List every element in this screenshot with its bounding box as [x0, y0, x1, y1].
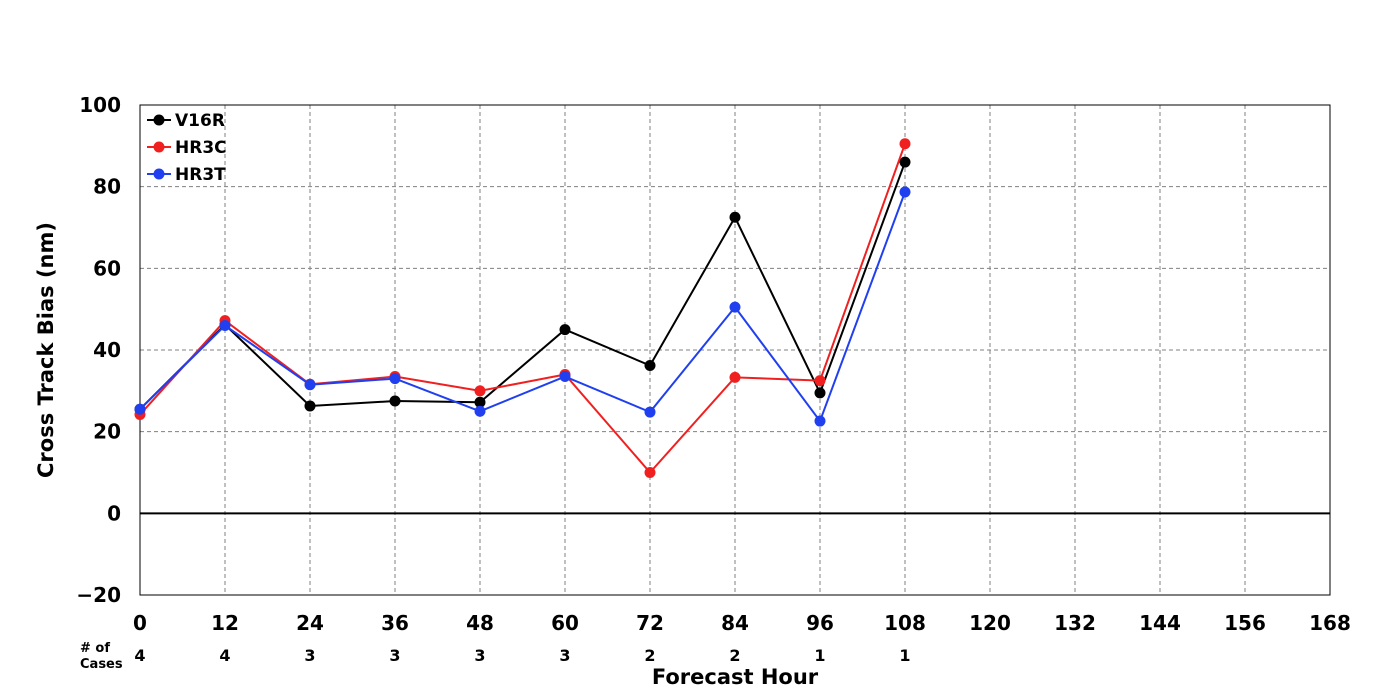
data-point-v16r [304, 400, 316, 412]
y-tick-label: 80 [93, 175, 121, 199]
data-point-hr3t [134, 403, 146, 415]
data-point-v16r [559, 324, 571, 336]
case-count-label: 3 [389, 646, 400, 665]
x-tick-label: 144 [1139, 611, 1181, 635]
data-point-hr3c [899, 138, 911, 150]
case-count-label: 4 [219, 646, 230, 665]
x-tick-label: 36 [381, 611, 409, 635]
x-tick-label: 120 [969, 611, 1011, 635]
y-tick-label: 100 [79, 93, 121, 117]
data-point-v16r [729, 211, 741, 223]
legend-label-hr3t: HR3T [175, 165, 226, 185]
legend: V16R HR3C HR3T [147, 111, 227, 185]
x-tick-label: 12 [211, 611, 239, 635]
data-point-hr3t [474, 405, 486, 417]
y-axis-title: Cross Track Bias (nm) [34, 222, 58, 478]
x-tick-label: 72 [636, 611, 664, 635]
plot-area-frame [139, 104, 1331, 596]
case-count-label: 2 [729, 646, 740, 665]
legend-label-hr3c: HR3C [175, 138, 227, 158]
legend-label-v16r: V16R [175, 111, 225, 131]
case-count-label: 1 [814, 646, 825, 665]
case-count-label: 1 [899, 646, 910, 665]
data-point-hr3c [644, 467, 656, 478]
legend-marker-hr3t [153, 168, 165, 180]
x-axis-tick-labels: 0 12 24 36 48 60 72 84 96 108 120 132 144 156 168 [133, 611, 1351, 635]
data-point-hr3t [389, 373, 401, 385]
data-point-hr3c [729, 371, 741, 383]
data-point-hr3c [474, 385, 486, 397]
series-line-hr3t [139, 191, 906, 424]
data-point-hr3t [559, 371, 571, 383]
x-tick-label: 0 [133, 611, 147, 635]
series-line-hr3c [139, 143, 906, 475]
case-count-label: 4 [134, 646, 145, 665]
data-point-hr3t [219, 320, 231, 331]
y-axis-tick-labels: −20 0 20 40 60 80 100 [76, 93, 121, 607]
x-tick-label: 108 [884, 611, 926, 635]
data-point-v16r [814, 387, 826, 399]
x-tick-label: 132 [1054, 611, 1096, 635]
x-tick-label: 168 [1309, 611, 1351, 635]
data-point-hr3t [304, 379, 316, 391]
cases-title-line2: Cases [80, 657, 123, 672]
case-count-label: 3 [474, 646, 485, 665]
y-tick-label: 60 [93, 256, 121, 280]
grid-lines [140, 105, 1330, 595]
cases-title-line1: # of [80, 641, 110, 656]
y-tick-label: 0 [107, 501, 121, 525]
data-point-hr3t [899, 186, 911, 198]
x-tick-label: 84 [721, 611, 749, 635]
x-tick-label: 156 [1224, 611, 1266, 635]
cases-row: # of Cases 4 4 3 3 3 3 2 2 1 1 [80, 641, 911, 672]
y-tick-label: −20 [76, 583, 121, 607]
case-count-label: 2 [644, 646, 655, 665]
y-tick-label: 20 [93, 420, 121, 444]
x-tick-label: 60 [551, 611, 579, 635]
data-point-hr3t [729, 301, 741, 313]
data-point-v16r [899, 156, 911, 168]
y-tick-label: 40 [93, 338, 121, 362]
x-axis-title: Forecast Hour [652, 665, 819, 689]
legend-marker-hr3c [153, 141, 165, 153]
data-point-v16r [474, 396, 486, 408]
data-point-hr3t [814, 415, 826, 427]
case-count-label: 3 [559, 646, 570, 665]
data-point-hr3t [644, 406, 656, 418]
data-point-v16r [389, 395, 401, 407]
x-tick-label: 24 [296, 611, 324, 635]
data-point-v16r [644, 360, 656, 372]
series-layer [134, 138, 911, 478]
series-line-v16r [139, 161, 906, 410]
legend-marker-v16r [153, 114, 165, 126]
x-tick-label: 48 [466, 611, 494, 635]
x-tick-label: 96 [806, 611, 834, 635]
data-point-hr3c [814, 375, 826, 387]
case-count-label: 3 [304, 646, 315, 665]
